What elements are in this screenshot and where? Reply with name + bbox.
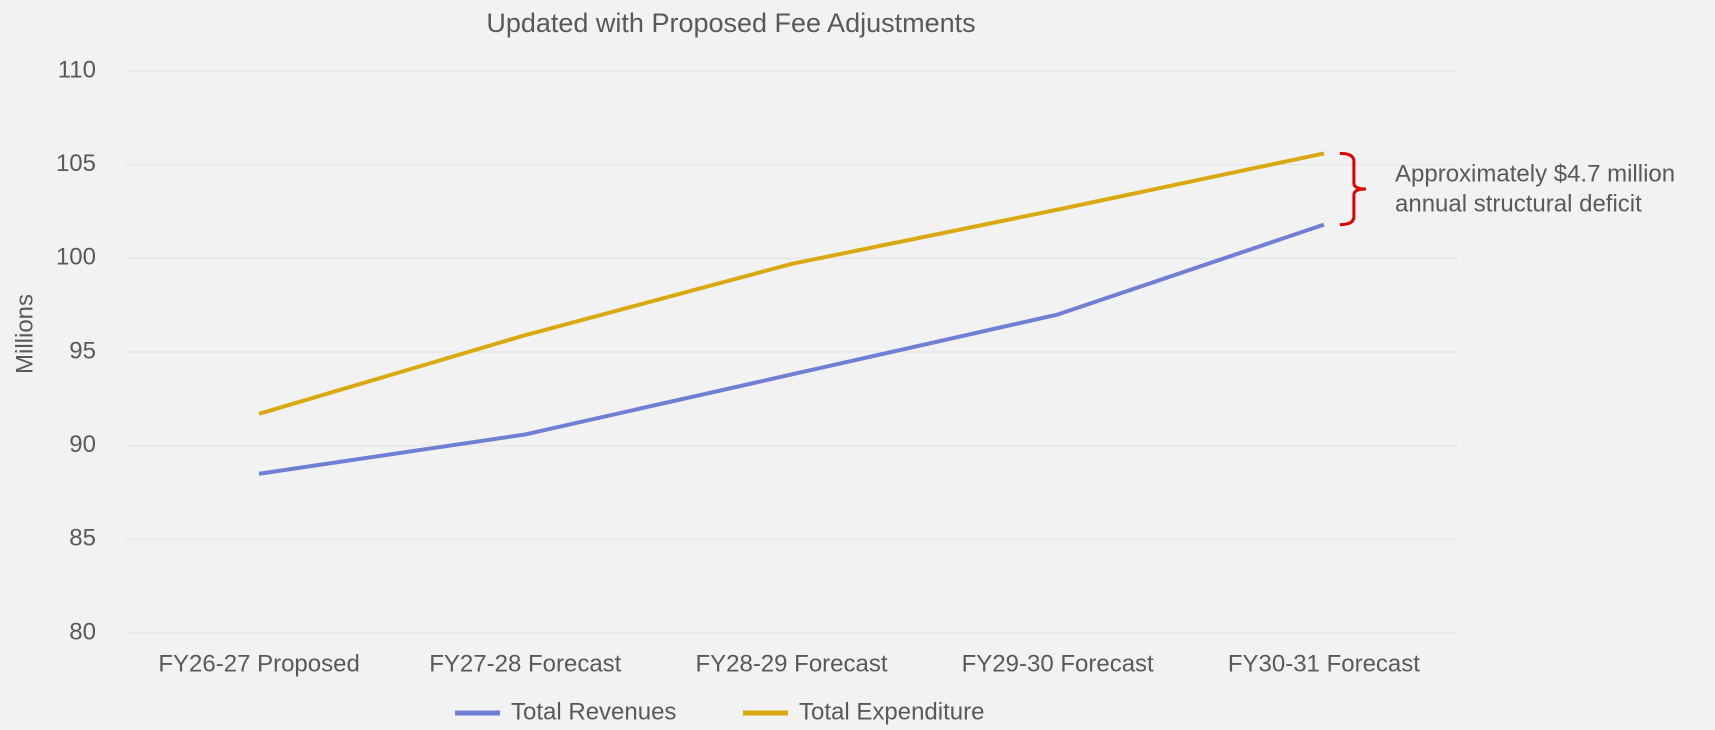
y-tick-label: 105 [56, 150, 96, 177]
annotation: annual structural deficit [1395, 190, 1642, 217]
y-tick-label: 80 [69, 618, 96, 645]
y-tick-label: 90 [69, 431, 96, 458]
x-tick-label: FY26-27 Proposed [158, 650, 359, 677]
chart: Updated with Proposed Fee Adjustments Mi… [0, 0, 1715, 730]
legend-label: Total Revenues [511, 698, 676, 725]
y-tick-label: 95 [69, 337, 96, 364]
y-tick-label: 100 [56, 244, 96, 271]
x-tick-label: FY28-29 Forecast [695, 650, 887, 677]
chart-title: Updated with Proposed Fee Adjustments [486, 8, 975, 38]
x-tick-label: FY27-28 Forecast [429, 650, 621, 677]
y-tick-label: 110 [58, 56, 96, 83]
x-tick-label: FY29-30 Forecast [962, 650, 1154, 677]
y-axis-label: Millions [11, 294, 38, 374]
annotation-bracket [1340, 153, 1366, 224]
y-tick-label: 85 [69, 525, 96, 552]
legend-label: Total Expenditure [799, 698, 984, 725]
x-tick-label: FY30-31 Forecast [1228, 650, 1420, 677]
